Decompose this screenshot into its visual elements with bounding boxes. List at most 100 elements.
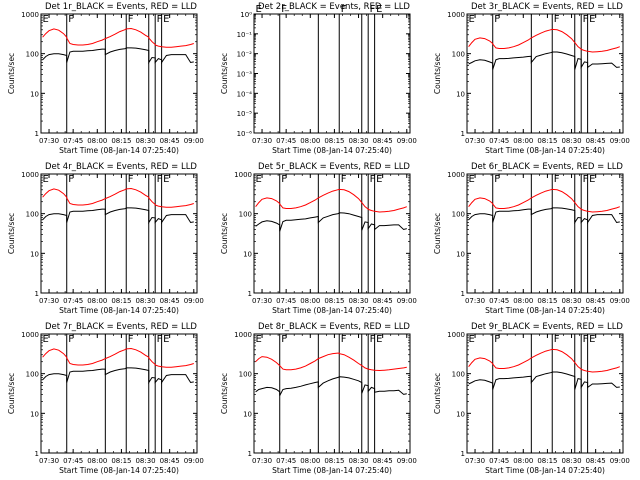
detector-chart-5: Det 5r_BLACK = Events, RED = LLD 1 10 100 10… — [220, 162, 417, 315]
x-tick-label: 08:15 — [111, 457, 131, 465]
event-marker-label: F — [128, 334, 134, 345]
series-events-line — [468, 371, 620, 390]
y-tick-label: 100 — [452, 51, 465, 59]
event-marker-label: E — [589, 174, 595, 185]
y-tick-label: 1000 — [21, 331, 39, 339]
y-axis-label: Counts/sec — [7, 53, 16, 94]
series-lld-line — [255, 352, 407, 372]
x-axis-label: Start Time (08-Jan-14 07:25:40) — [272, 466, 392, 475]
y-tick-label: 100 — [452, 371, 465, 379]
detector-chart-9: Det 9r_BLACK = Events, RED = LLD 1 10 100 10… — [433, 322, 630, 475]
series-lld-line — [468, 28, 620, 53]
event-marker-label: F — [68, 334, 74, 345]
event-marker-label: F — [370, 4, 376, 15]
event-marker-label: E — [163, 14, 169, 25]
y-tick-label: 1000 — [447, 171, 465, 179]
event-marker-label: E — [43, 174, 49, 185]
y-tick-label: 1 — [35, 450, 39, 458]
event-marker-label: F — [554, 14, 560, 25]
x-tick-label: 09:00 — [397, 457, 417, 465]
x-tick-label: 07:30 — [39, 457, 59, 465]
event-marker-label: F — [494, 14, 500, 25]
event-marker-label: E — [163, 334, 169, 345]
y-tick-label: 10 — [456, 410, 465, 418]
x-tick-label: 08:15 — [324, 137, 344, 145]
detector-chart-7: Det 7r_BLACK = Events, RED = LLD 1 10 100 10… — [7, 322, 204, 475]
event-marker-label: F — [281, 174, 287, 185]
chart-title: Det 9r_BLACK = Events, RED = LLD — [471, 322, 623, 332]
chart-title: Det 3r_BLACK = Events, RED = LLD — [471, 2, 623, 12]
x-tick-label: 08:45 — [373, 297, 393, 305]
event-marker-label: E — [43, 14, 49, 25]
x-tick-label: 07:45 — [276, 457, 296, 465]
event-marker-label: F — [494, 174, 500, 185]
y-tick-label: 100 — [239, 371, 252, 379]
event-marker-label: E — [469, 174, 475, 185]
y-tick-label: 10 — [456, 250, 465, 258]
x-tick-label: 08:30 — [135, 457, 155, 465]
x-axis-label: Start Time (08-Jan-14 07:25:40) — [485, 466, 605, 475]
detector-chart-1: Det 1r_BLACK = Events, RED = LLD 1 10 100 10… — [7, 2, 204, 155]
x-tick-label: 08:00 — [300, 457, 320, 465]
x-tick-label: 07:30 — [465, 457, 485, 465]
x-tick-label: 07:30 — [252, 137, 272, 145]
x-axis-label: Start Time (08-Jan-14 07:25:40) — [59, 466, 179, 475]
event-marker-label: F — [583, 14, 589, 25]
x-tick-label: 08:45 — [586, 457, 606, 465]
event-marker-label: E — [256, 334, 262, 345]
event-marker-label: E — [589, 14, 595, 25]
y-axis-label: Counts/sec — [220, 213, 229, 254]
x-tick-label: 07:30 — [465, 137, 485, 145]
x-tick-label: 08:45 — [160, 137, 180, 145]
x-tick-label: 08:00 — [87, 457, 107, 465]
event-marker-label: E — [256, 4, 262, 15]
event-marker-label: F — [68, 174, 74, 185]
y-tick-label: 10⁻¹ — [237, 31, 253, 39]
x-tick-label: 08:15 — [111, 297, 131, 305]
series-lld-line — [468, 188, 620, 213]
series-events-line — [42, 47, 194, 65]
x-tick-label: 08:45 — [160, 297, 180, 305]
x-tick-label: 07:45 — [489, 457, 509, 465]
event-marker-label: F — [370, 174, 376, 185]
x-tick-label: 09:00 — [184, 137, 204, 145]
x-tick-label: 08:00 — [300, 297, 320, 305]
plot-frame — [253, 13, 411, 134]
event-marker-label: E — [376, 174, 382, 185]
y-tick-label: 10⁻⁴ — [237, 90, 253, 98]
event-marker-label: F — [341, 174, 347, 185]
x-tick-label: 08:15 — [537, 457, 557, 465]
y-axis-label: Counts/sec — [433, 213, 442, 254]
chart-title: Det 2r_BLACK = Events, RED = LLD — [258, 2, 410, 12]
x-tick-label: 08:30 — [348, 297, 368, 305]
y-tick-label: 10 — [30, 410, 39, 418]
event-marker-label: F — [341, 4, 347, 15]
event-marker-label: E — [469, 334, 475, 345]
x-tick-label: 07:45 — [63, 297, 83, 305]
x-tick-label: 07:45 — [489, 297, 509, 305]
y-tick-label: 10⁻³ — [237, 71, 253, 79]
y-tick-label: 1000 — [21, 11, 39, 19]
event-marker-label: E — [43, 334, 49, 345]
event-marker-label: F — [68, 14, 74, 25]
x-tick-label: 09:00 — [397, 297, 417, 305]
event-marker-label: E — [376, 334, 382, 345]
x-tick-label: 08:00 — [513, 457, 533, 465]
detector-chart-2: Det 2r_BLACK = Events, RED = LLD 10⁻⁶ 10⁻⁵… — [220, 2, 417, 155]
x-tick-label: 07:45 — [63, 137, 83, 145]
x-tick-label: 08:15 — [537, 297, 557, 305]
y-tick-label: 10 — [243, 250, 252, 258]
detector-chart-3: Det 3r_BLACK = Events, RED = LLD 1 10 100 10… — [433, 2, 630, 155]
series-events-line — [42, 367, 194, 385]
x-tick-label: 08:15 — [324, 457, 344, 465]
plot-frame — [253, 333, 411, 454]
x-axis-label: Start Time (08-Jan-14 07:25:40) — [59, 306, 179, 315]
event-marker-label: F — [128, 174, 134, 185]
x-axis-label: Start Time (08-Jan-14 07:25:40) — [272, 306, 392, 315]
event-marker-label: E — [469, 14, 475, 25]
x-tick-label: 07:30 — [39, 137, 59, 145]
chart-title: Det 4r_BLACK = Events, RED = LLD — [45, 162, 197, 172]
y-tick-label: 10⁻⁵ — [237, 110, 253, 118]
event-marker-label: F — [157, 334, 163, 345]
